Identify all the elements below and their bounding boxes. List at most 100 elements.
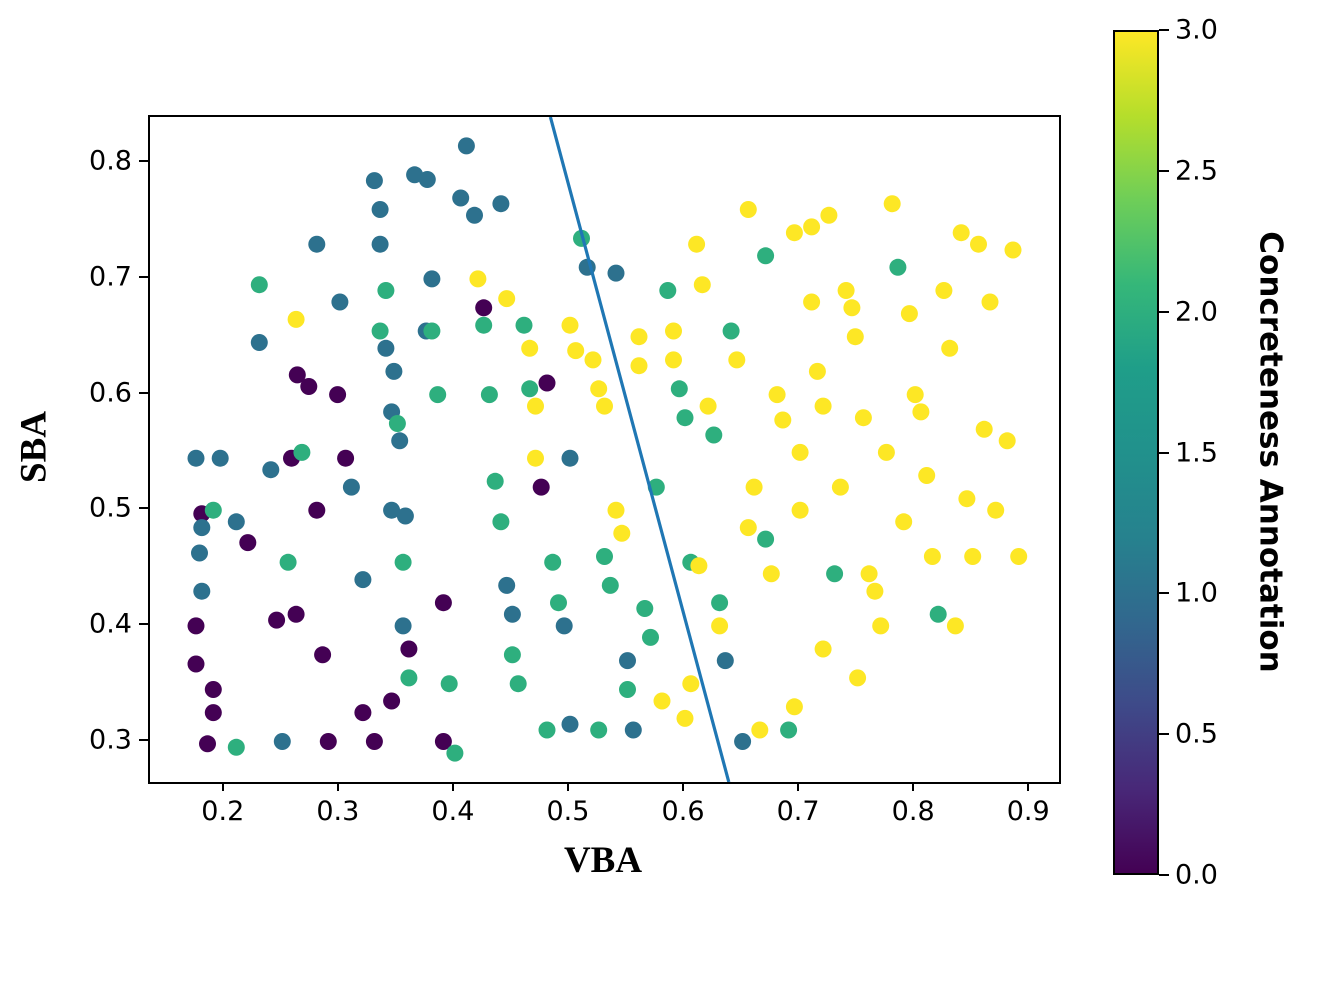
scatter-point	[607, 264, 625, 282]
scatter-point	[780, 721, 798, 739]
scatter-point	[503, 646, 521, 664]
colorbar-tick-label: 2.0	[1175, 296, 1218, 328]
scatter-point	[590, 380, 608, 398]
scatter-point	[561, 449, 579, 467]
scatter-point	[268, 611, 286, 629]
scatter-point	[900, 305, 918, 323]
scatter-point	[365, 733, 383, 750]
scatter-point	[831, 478, 849, 496]
x-tick-mark	[336, 782, 339, 791]
scatter-point	[394, 553, 412, 571]
scatter-point	[757, 530, 775, 548]
y-tick-label: 0.3	[89, 724, 132, 756]
scatter-point	[607, 501, 625, 519]
scatter-point	[469, 270, 487, 288]
scatter-point	[837, 282, 855, 299]
scatter-point	[849, 669, 867, 687]
scatter-point	[492, 195, 510, 213]
scatter-point	[250, 276, 268, 294]
scatter-point	[739, 201, 757, 218]
scatter-point	[584, 351, 602, 369]
scatter-point	[987, 501, 1005, 519]
scatter-point	[665, 322, 682, 340]
scatter-point	[204, 704, 222, 722]
scatter-point	[774, 411, 792, 429]
scatter-point	[423, 322, 441, 340]
scatter-point	[329, 386, 347, 404]
scatter-point	[791, 501, 809, 519]
y-tick-mark	[139, 738, 148, 741]
scatter-point	[624, 721, 642, 739]
x-tick-mark	[221, 782, 224, 791]
scatter-point	[187, 655, 205, 673]
colorbar-tick-label: 1.0	[1175, 577, 1218, 609]
scatter-point	[337, 449, 355, 467]
x-axis-label: VBA	[563, 840, 643, 881]
y-tick-label: 0.8	[89, 145, 132, 177]
scatter-point	[204, 681, 222, 698]
x-tick-label: 0.2	[201, 796, 245, 827]
scatter-point	[716, 652, 734, 670]
scatter-point	[418, 171, 436, 188]
scatter-point	[791, 443, 809, 461]
y-tick-label: 0.6	[89, 377, 132, 409]
scatter-point	[814, 397, 832, 415]
scatter-point	[619, 652, 636, 670]
scatter-point	[342, 478, 360, 496]
scatter-point	[371, 235, 389, 253]
scatter-point	[440, 675, 458, 693]
scatter-point	[480, 386, 498, 404]
scatter-point	[187, 449, 205, 467]
scatter-point	[561, 715, 579, 733]
scatter-point	[889, 258, 907, 276]
scatter-point	[308, 501, 326, 519]
scatter-point	[711, 617, 729, 635]
scatter-point	[300, 378, 318, 395]
scatter-point	[958, 490, 976, 508]
scatter-point	[191, 544, 208, 562]
scatter-point	[555, 617, 573, 635]
scatter-point	[895, 513, 913, 531]
colorbar-gradient	[1113, 30, 1159, 875]
scatter-point	[941, 339, 959, 357]
scatter-point	[728, 351, 746, 369]
x-tick-mark	[682, 782, 685, 791]
scatter-point	[498, 576, 516, 594]
scatter-point	[486, 472, 504, 490]
scatter-point	[466, 206, 483, 224]
scatter-point	[923, 548, 941, 565]
x-tick-label: 0.8	[891, 796, 935, 827]
scatter-point	[757, 247, 775, 265]
scatter-point	[503, 605, 521, 623]
y-axis-label: SBA	[13, 411, 55, 483]
colorbar-tick-mark	[1159, 451, 1169, 454]
scatter-point	[227, 738, 245, 756]
scatter-point	[239, 534, 257, 552]
scatter-point	[287, 310, 305, 328]
scatter-point	[814, 640, 832, 658]
scatter-point	[906, 386, 924, 404]
scatter-point	[567, 342, 585, 360]
scatter-point	[1004, 241, 1022, 259]
scatter-point	[803, 218, 821, 236]
scatter-point	[193, 519, 211, 537]
scatter-point	[371, 201, 389, 218]
scatter-point	[287, 605, 305, 623]
x-tick-mark	[912, 782, 915, 791]
scatter-point	[475, 316, 493, 334]
scatter-point	[846, 328, 864, 346]
scatter-point	[877, 443, 895, 461]
scatter-point	[498, 290, 516, 308]
scatter-point	[998, 432, 1016, 450]
scatter-point	[515, 316, 533, 334]
scatter-point	[429, 386, 447, 404]
scatter-point	[331, 293, 349, 311]
scatter-point	[527, 397, 544, 415]
scatter-point	[820, 206, 838, 224]
scatter-point	[670, 380, 688, 398]
scatter-point	[860, 565, 878, 583]
x-tick-label: 0.9	[1006, 796, 1050, 827]
colorbar-tick-label: 0.0	[1175, 859, 1218, 891]
colorbar-tick-label: 1.5	[1175, 437, 1218, 468]
y-tick-label: 0.7	[89, 261, 132, 293]
